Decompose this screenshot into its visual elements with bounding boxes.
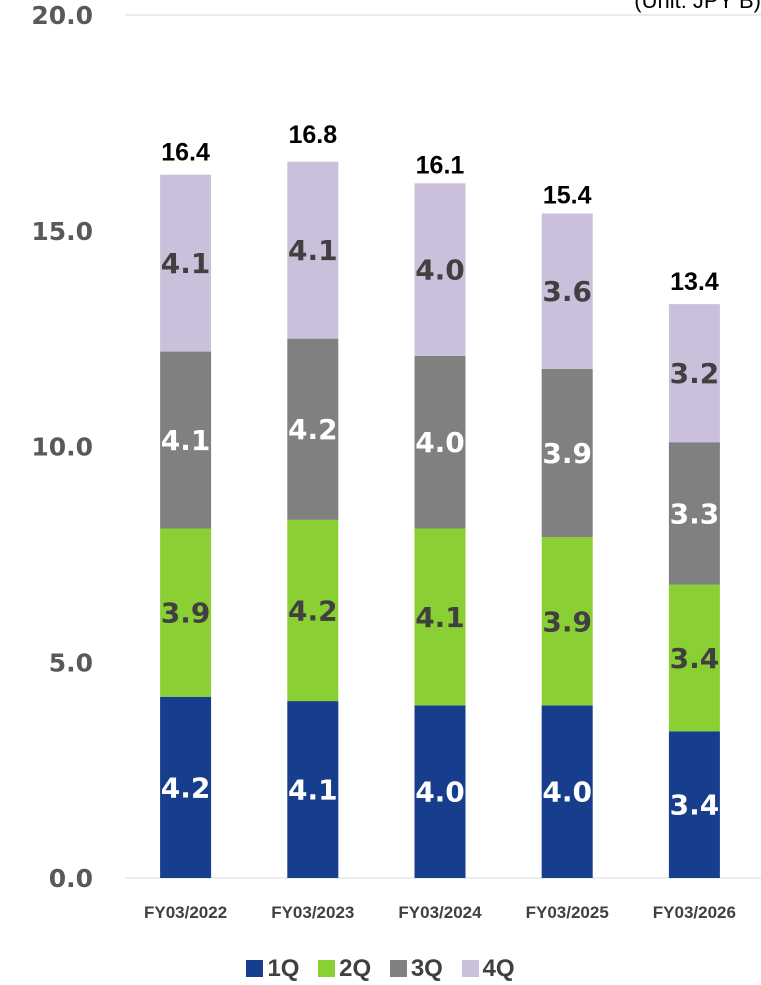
bar-segment-4q [414,183,466,356]
total-label: 16.8 [288,121,337,149]
data-label-3q: 4.1 [161,424,211,457]
data-label-4q: 3.6 [542,275,592,308]
bar-segment-2q [287,519,339,702]
data-label-4q: 4.0 [415,254,465,287]
y-tick-label: 15.0 [31,217,93,246]
bar-segment-3q [160,351,212,529]
legend-label-2q: 2Q [339,955,372,982]
legend-swatch-3q [389,960,407,977]
legend-item-1q: 1Q [246,955,299,983]
bar-segment-1q [287,701,339,878]
legend-label-1q: 1Q [267,955,300,982]
legend-item-4q: 4Q [461,955,515,983]
data-label-1q: 4.0 [415,776,465,809]
bar-segment-1q [414,705,466,878]
legend-swatch-1q [246,960,264,977]
data-label-3q: 3.3 [670,497,720,530]
total-label: 15.4 [543,181,592,209]
x-tick-label: FY03/2024 [398,903,482,922]
legend-swatch-2q [318,960,336,977]
data-label-4q: 4.1 [288,234,338,267]
total-label: 13.4 [670,268,719,296]
data-label-4q: 3.2 [670,357,720,390]
bar-segment-4q [160,174,212,352]
legend-swatch-4q [461,960,479,977]
y-tick-label: 5.0 [49,648,93,677]
total-label: 16.1 [416,151,465,179]
x-tick-label: FY03/2025 [526,903,609,922]
legend-item-3q: 3Q [389,955,443,983]
x-tick-label: FY03/2022 [144,903,227,922]
bar-segment-3q [287,338,339,520]
bar-segment-2q [414,528,466,706]
data-label-1q: 3.4 [670,789,720,822]
data-label-3q: 3.9 [542,437,592,470]
unit-label: (Unit: JPY B) [634,0,761,13]
bar-segment-3q [541,368,593,538]
bar-segment-2q [541,537,593,706]
data-label-4q: 4.1 [161,247,211,280]
bar-segment-4q [668,304,720,443]
data-label-3q: 4.2 [288,413,338,446]
data-label-2q: 4.1 [415,601,465,634]
data-label-1q: 4.0 [542,776,592,809]
bar-segment-1q [541,705,593,878]
bar-segment-1q [160,696,212,878]
y-tick-label: 10.0 [31,433,93,462]
x-tick-label: FY03/2026 [653,903,736,922]
bar-segment-4q [287,161,339,339]
data-label-2q: 4.2 [288,594,338,627]
bar-segment-3q [414,355,466,529]
data-label-2q: 3.9 [161,597,211,630]
data-label-2q: 3.9 [542,605,592,638]
bar-segment-2q [668,584,720,732]
data-label-1q: 4.1 [288,774,338,807]
bar-segment-1q [668,731,720,878]
bar-segment-4q [541,213,593,369]
legend: 1Q 2Q 3Q 4Q [0,955,761,983]
bar-segment-2q [160,528,212,697]
y-tick-label: 0.0 [49,864,93,893]
total-label: 16.4 [161,138,210,166]
legend-item-2q: 2Q [318,955,371,983]
data-label-3q: 4.0 [415,426,465,459]
legend-label-4q: 4Q [482,955,515,982]
bar-segment-3q [668,442,720,585]
x-tick-label: FY03/2023 [271,903,354,922]
legend-label-3q: 3Q [410,955,443,982]
data-label-1q: 4.2 [161,771,211,804]
data-label-2q: 3.4 [670,642,720,675]
y-tick-label: 20.0 [31,1,93,30]
